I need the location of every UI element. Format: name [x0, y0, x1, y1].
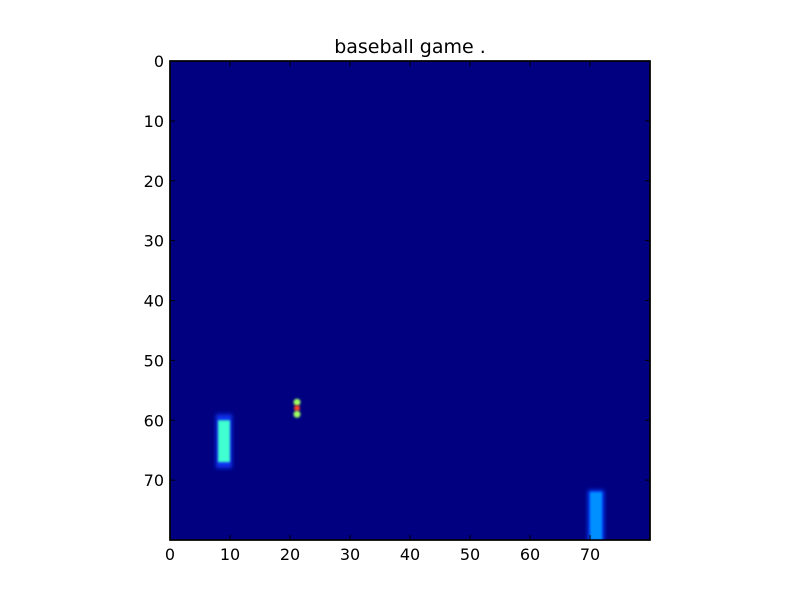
heatmap-area	[169, 60, 651, 541]
x-tick-label: 50	[460, 545, 480, 564]
x-tick-label: 70	[580, 545, 600, 564]
ball-core	[294, 405, 300, 412]
batter-bar	[218, 420, 230, 463]
chart-title: baseball game .	[334, 36, 486, 58]
x-axis: 0 10 20 30 40 50 60 70	[165, 61, 600, 564]
x-tick-label: 0	[165, 545, 175, 564]
x-tick-label: 20	[280, 545, 300, 564]
x-tick-label: 10	[220, 545, 240, 564]
y-tick-label: 50	[144, 351, 164, 370]
y-tick-label: 30	[144, 232, 164, 251]
x-tick-label: 60	[520, 545, 540, 564]
y-tick-label: 0	[154, 52, 164, 71]
ball-glow-bottom	[293, 410, 301, 418]
game-objects	[216, 398, 604, 540]
y-tick-label: 40	[144, 292, 164, 311]
y-axis: 0 10 20 30 40 50 60 70	[144, 52, 650, 490]
pitcher-bar	[590, 492, 602, 540]
ball-glow-top	[293, 398, 301, 406]
y-tick-label: 20	[144, 172, 164, 191]
x-tick-label: 40	[400, 545, 420, 564]
x-tick-label: 30	[340, 545, 360, 564]
y-tick-label: 10	[144, 112, 164, 131]
y-tick-label: 60	[144, 411, 164, 430]
y-tick-label: 70	[144, 471, 164, 490]
